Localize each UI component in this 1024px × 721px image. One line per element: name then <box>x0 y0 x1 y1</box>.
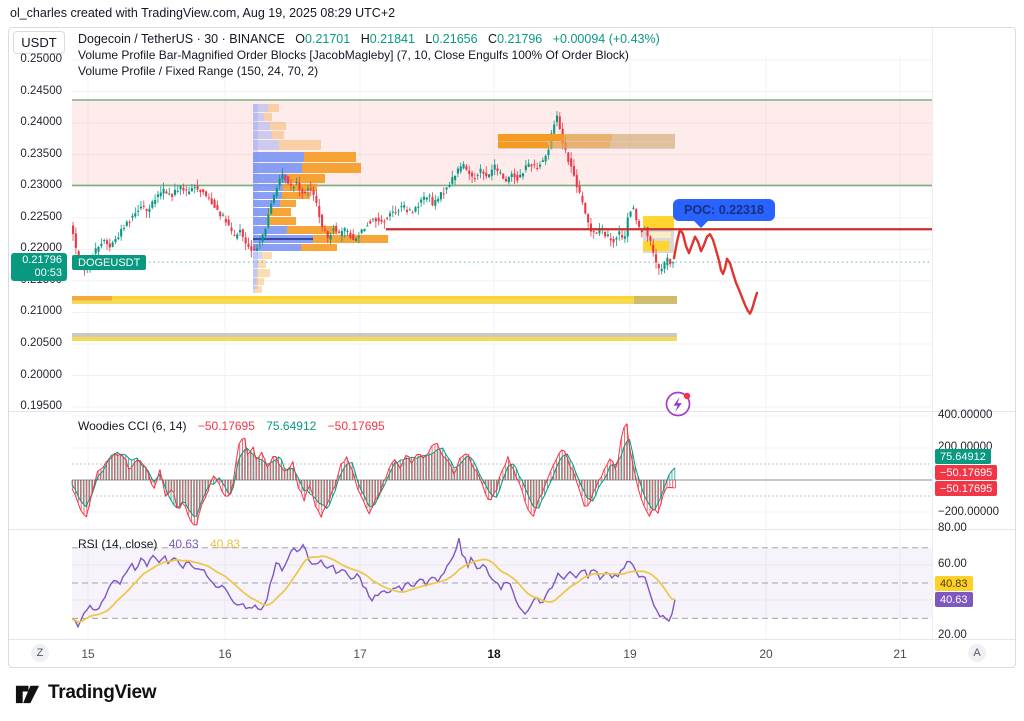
last-price-badge: 0.21796 00:53 <box>11 253 67 281</box>
rsi-axis-label: 60.00 <box>938 558 967 570</box>
price-axis-label: 0.24000 <box>20 116 62 129</box>
price-axis-label: 0.25000 <box>20 53 62 65</box>
tradingview-logo[interactable]: TradingView <box>14 679 157 706</box>
poc-callout-label[interactable]: POC: 0.22318 <box>673 199 775 221</box>
cci-pane-header[interactable]: Woodies CCI (6, 14) −50.17695 75.64912 −… <box>78 419 385 433</box>
cci-axis-label: 400.00000 <box>938 409 993 421</box>
cci-fast-badge-2: −50.17695 <box>935 481 998 496</box>
price-axis-label: 0.22500 <box>20 210 62 223</box>
cci-title[interactable]: Woodies CCI (6, 14) <box>78 419 187 433</box>
lightning-bolt-icon <box>673 397 682 412</box>
cci-value-fast: −50.17695 <box>197 419 255 433</box>
flash-publish-icon[interactable] <box>663 389 693 419</box>
rsi-axis-label: 20.00 <box>938 629 967 641</box>
price-axis-label: 0.22000 <box>20 242 62 255</box>
indicator-legend-order-blocks[interactable]: Volume Profile Bar-Magnified Order Block… <box>78 48 629 62</box>
high-value: 0.21841 <box>369 32 415 46</box>
chart-legend: Dogecoin / TetherUS · 30 · BINANCE O0.21… <box>78 32 660 80</box>
rsi-ma-badge: 40.83 <box>935 576 973 591</box>
price-axis-label: 0.23500 <box>20 147 62 160</box>
order-block-bands <box>72 296 677 341</box>
cci-slow-badge: 75.64912 <box>935 449 991 464</box>
bar-countdown: 00:53 <box>34 267 62 279</box>
rsi-ma-value: 40.83 <box>210 537 241 551</box>
time-axis-marker-a: A <box>968 644 986 662</box>
cci-plot <box>71 422 932 526</box>
rsi-pane-header[interactable]: RSI (14, close) 40.63 40.83 <box>78 537 240 551</box>
low-value: 0.21656 <box>432 32 478 46</box>
grid-lines <box>9 28 1015 640</box>
cci-value-fast2: −50.17695 <box>327 419 385 433</box>
cci-axis-label: −200.00000 <box>938 506 1000 518</box>
tradingview-logo-text: TradingView <box>48 681 157 703</box>
price-axis-label: 0.21000 <box>20 305 62 318</box>
symbol-price-line-tag: DOGEUSDT <box>72 255 147 270</box>
price-axis-label: 0.20000 <box>20 368 62 381</box>
rsi-plot <box>71 538 932 629</box>
close-label: C <box>488 32 498 46</box>
price-axis-label: 0.23000 <box>20 179 62 192</box>
projection-path[interactable] <box>672 227 759 315</box>
order-block-top <box>498 134 675 149</box>
symbol-row[interactable]: Dogecoin / TetherUS · 30 · BINANCE O0.21… <box>78 32 660 47</box>
currency-toggle-button[interactable]: USDT <box>13 31 65 54</box>
change-value: +0.00094 (+0.43%) <box>552 32 660 46</box>
price-axis-label: 0.20500 <box>20 336 62 349</box>
price-axis-label: 0.24500 <box>20 84 62 97</box>
low-label: L <box>425 32 433 46</box>
rsi-badge: 40.63 <box>935 592 973 607</box>
cci-value-slow: 75.64912 <box>266 419 317 433</box>
rsi-value: 40.63 <box>168 537 199 551</box>
chart-plot-area[interactable] <box>72 56 932 639</box>
cci-fast-badge-1: −50.17695 <box>935 465 998 480</box>
open-label: O <box>295 32 306 46</box>
last-price-value: 0.21796 <box>22 254 62 266</box>
close-value: 0.21796 <box>497 32 543 46</box>
order-blocks-side <box>643 216 674 253</box>
time-axis-label: 21 <box>893 647 907 661</box>
candlesticks <box>72 111 675 276</box>
time-axis-label: 17 <box>353 647 367 661</box>
tradingview-logo-mark <box>15 685 40 704</box>
high-label: H <box>360 32 370 46</box>
poc-callout-pointer <box>694 221 708 228</box>
notification-dot <box>683 392 691 400</box>
attribution-text: ol_charles created with TradingView.com,… <box>10 6 396 20</box>
time-axis-label: 15 <box>81 647 95 661</box>
price-axis-label: 0.19500 <box>20 400 62 413</box>
symbol-title[interactable]: Dogecoin / TetherUS · 30 · BINANCE <box>78 32 285 46</box>
indicator-legend-volume-profile[interactable]: Volume Profile / Fixed Range (150, 24, 7… <box>78 64 319 78</box>
time-axis-label: 18 <box>487 647 501 661</box>
time-axis-label: 16 <box>218 647 232 661</box>
time-axis-marker-z: Z <box>31 644 49 662</box>
open-value: 0.21701 <box>305 32 351 46</box>
time-axis-label: 19 <box>623 647 637 661</box>
time-axis-label: 20 <box>759 647 773 661</box>
rsi-axis-label: 80.00 <box>938 522 967 534</box>
rsi-title[interactable]: RSI (14, close) <box>78 537 158 551</box>
